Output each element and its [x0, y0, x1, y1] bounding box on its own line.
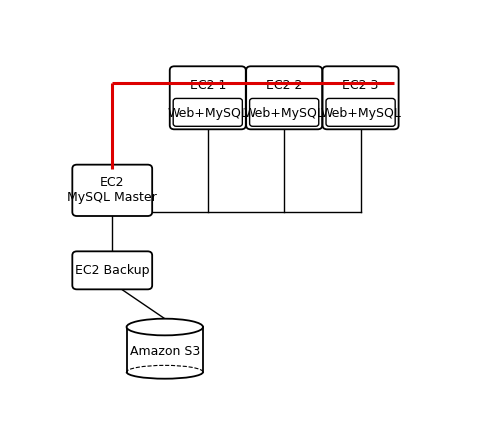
Text: Web+MySQL: Web+MySQL — [320, 107, 401, 120]
FancyBboxPatch shape — [246, 66, 322, 129]
Ellipse shape — [127, 319, 203, 335]
Text: Web+MySQL: Web+MySQL — [167, 107, 248, 120]
Text: Amazon S3: Amazon S3 — [130, 345, 200, 358]
Bar — [127, 327, 203, 372]
Text: EC2 3: EC2 3 — [343, 79, 379, 92]
Text: EC2 2: EC2 2 — [266, 79, 302, 92]
FancyBboxPatch shape — [173, 98, 243, 126]
FancyBboxPatch shape — [249, 98, 319, 126]
FancyBboxPatch shape — [322, 66, 399, 129]
Text: EC2 Backup: EC2 Backup — [75, 264, 149, 277]
FancyBboxPatch shape — [72, 251, 152, 289]
FancyBboxPatch shape — [170, 66, 246, 129]
Text: EC2 1: EC2 1 — [190, 79, 226, 92]
Text: Web+MySQL: Web+MySQL — [244, 107, 324, 120]
FancyBboxPatch shape — [326, 98, 395, 126]
Text: EC2
MySQL Master: EC2 MySQL Master — [68, 176, 157, 204]
FancyBboxPatch shape — [72, 165, 152, 216]
